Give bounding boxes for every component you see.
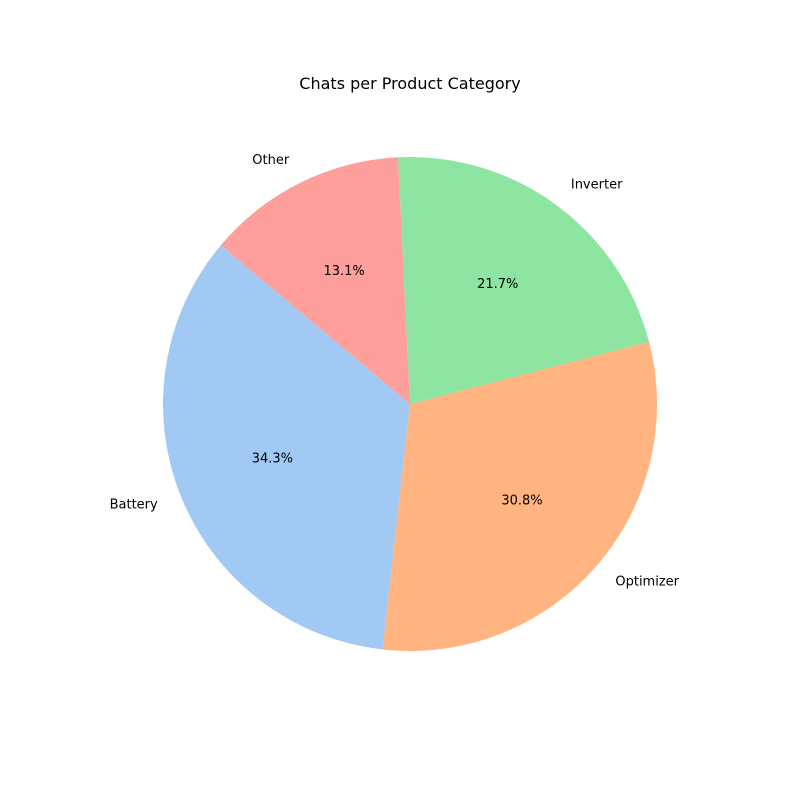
pie-slice-other <box>220 157 410 404</box>
percent-label-optimizer: 30.8% <box>501 494 542 509</box>
pie-slice-battery <box>163 245 410 650</box>
percent-label-inverter: 21.7% <box>477 277 518 292</box>
slice-label-optimizer: Optimizer <box>615 574 679 589</box>
slice-label-battery: Battery <box>110 497 158 512</box>
slice-label-inverter: Inverter <box>571 178 623 193</box>
pie-slices <box>163 157 657 651</box>
pie-labels: Battery 34.3% Optimizer 30.8% Inverter 21.7% O… <box>110 153 680 589</box>
slice-label-other: Other <box>252 153 290 168</box>
percent-label-battery: 34.3% <box>252 452 293 467</box>
pie-slice-optimizer <box>382 341 657 651</box>
percent-label-other: 13.1% <box>323 264 364 279</box>
chart-title: Chats per Product Category <box>299 74 520 93</box>
pie-slice-inverter <box>397 157 650 404</box>
